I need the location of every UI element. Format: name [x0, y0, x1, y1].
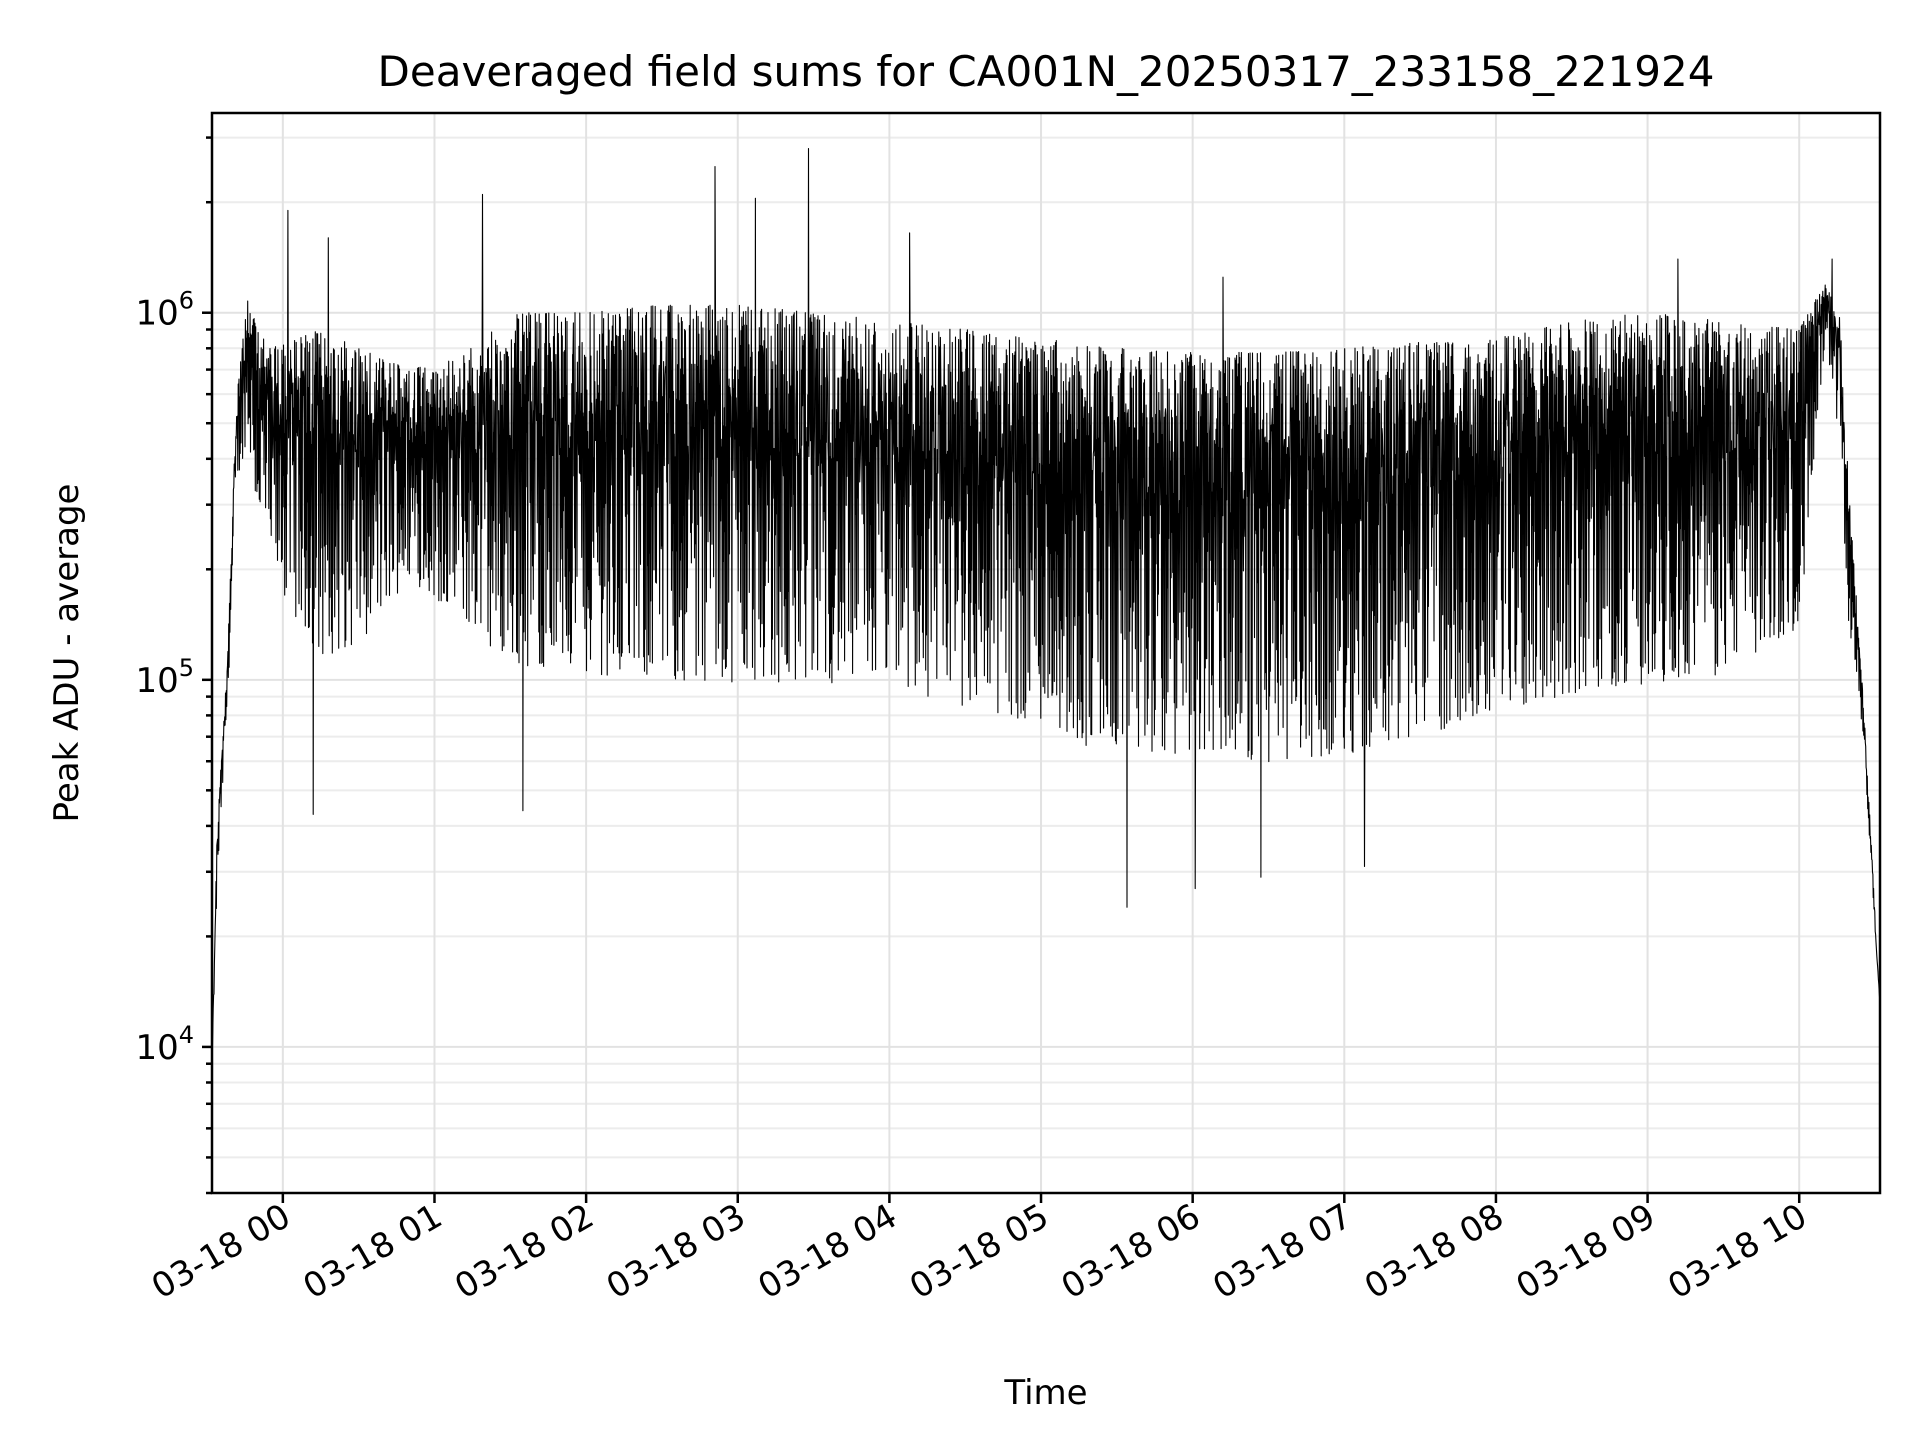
- x-tick-label: 03-18 05: [903, 1196, 1055, 1307]
- y-tick-label: 104: [135, 1021, 194, 1068]
- x-axis: 03-18 00 03-18 01 03-18 02 03-18 03 03-18 04…: [145, 1193, 1814, 1307]
- y-tick-label-exponent: 6: [179, 287, 194, 315]
- x-tick-label: 03-18 02: [448, 1196, 600, 1307]
- x-tick-label: 03-18 01: [297, 1196, 449, 1307]
- plot-area: [212, 148, 1880, 1064]
- x-tick-label: 03-18 08: [1358, 1196, 1510, 1307]
- y-tick-label: 105: [135, 654, 194, 701]
- series-line-peak-adu: [212, 148, 1880, 1064]
- y-axis-label: Peak ADU - average: [47, 484, 87, 823]
- y-tick-label-exponent: 4: [179, 1021, 194, 1049]
- axes-frame: [210, 111, 1882, 1195]
- y-tick-label-base: 10: [135, 1028, 178, 1068]
- y-tick-label: 106: [135, 287, 194, 334]
- x-axis-label: Time: [1003, 1373, 1087, 1413]
- y-tick-label-base: 10: [135, 294, 178, 334]
- x-tick-label: 03-18 00: [145, 1196, 297, 1307]
- x-tick-label: 03-18 06: [1055, 1196, 1207, 1307]
- x-tick-label: 03-18 10: [1661, 1196, 1813, 1307]
- x-tick-label: 03-18 09: [1510, 1196, 1662, 1307]
- y-tick-label-exponent: 5: [179, 654, 194, 682]
- x-tick-label: 03-18 07: [1206, 1196, 1358, 1307]
- y-tick-label-base: 10: [135, 661, 178, 701]
- chart-title: Deaveraged field sums for CA001N_2025031…: [378, 47, 1715, 96]
- x-tick-label: 03-18 03: [600, 1196, 752, 1307]
- x-tick-label: 03-18 04: [751, 1196, 903, 1307]
- grid: [212, 113, 1880, 1194]
